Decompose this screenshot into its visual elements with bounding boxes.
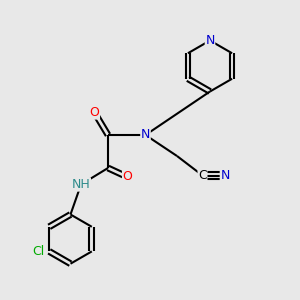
Text: N: N: [141, 128, 150, 142]
Text: C: C: [198, 169, 207, 182]
Text: NH: NH: [72, 178, 90, 191]
Text: O: O: [90, 106, 99, 119]
Text: Cl: Cl: [32, 245, 45, 258]
Text: N: N: [220, 169, 230, 182]
Text: N: N: [205, 34, 215, 47]
Text: O: O: [123, 170, 132, 184]
